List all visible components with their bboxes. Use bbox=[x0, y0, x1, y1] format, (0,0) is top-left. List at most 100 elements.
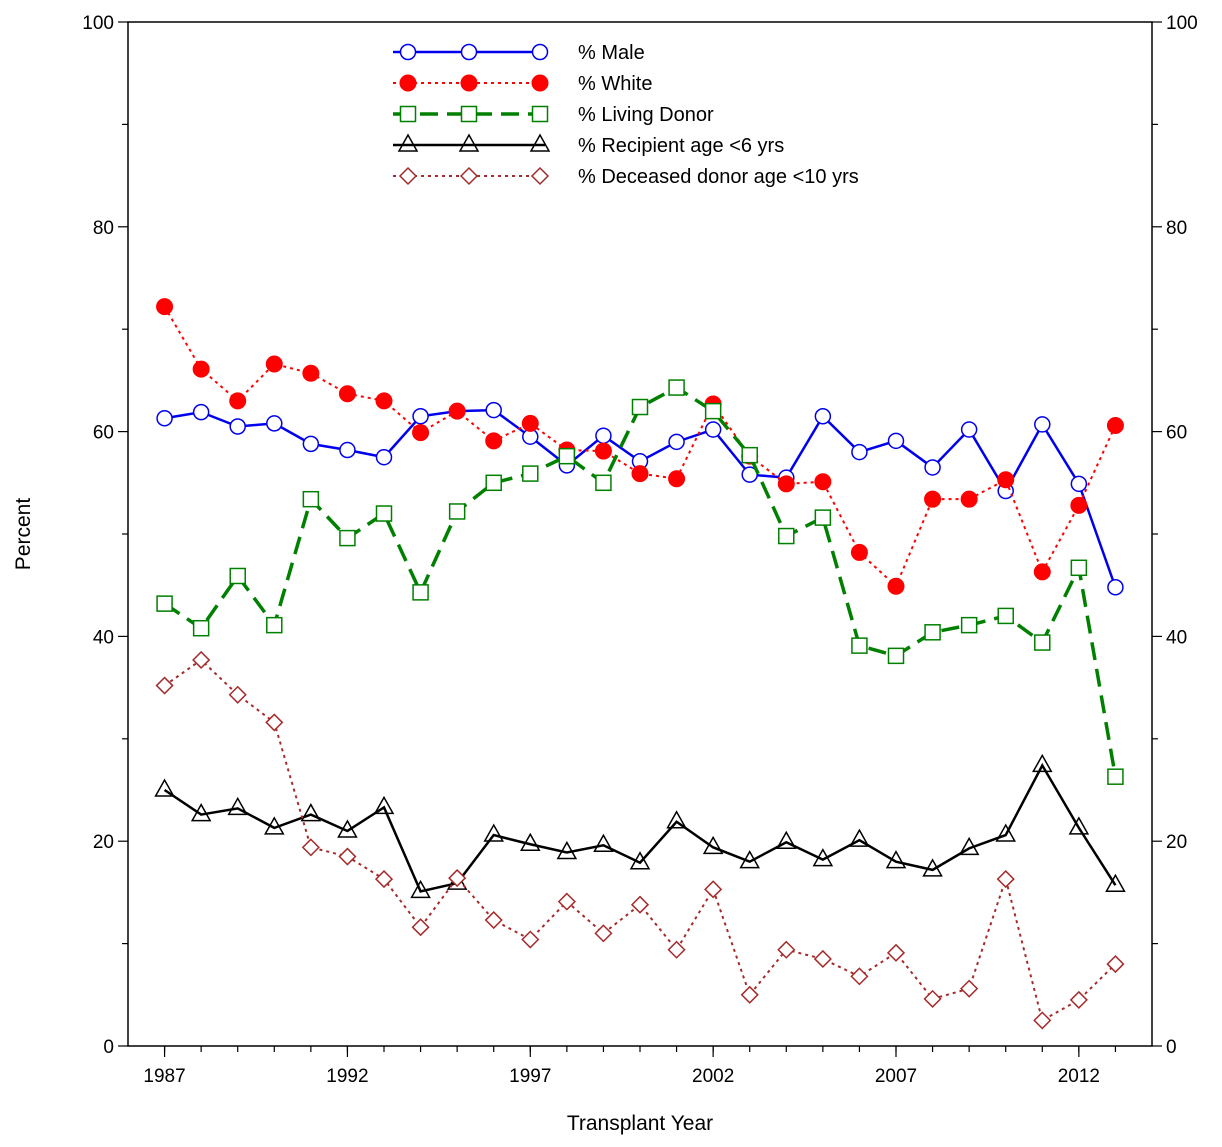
x-tick-label: 1997 bbox=[509, 1066, 551, 1087]
data-point bbox=[777, 940, 796, 959]
y-tick-label-left: 20 bbox=[93, 832, 114, 853]
data-point bbox=[374, 870, 394, 889]
data-point bbox=[960, 421, 978, 438]
data-point bbox=[521, 414, 539, 432]
data-point bbox=[458, 133, 480, 152]
data-point bbox=[460, 74, 478, 92]
data-point bbox=[375, 505, 393, 522]
y-tick-label-left: 60 bbox=[93, 423, 114, 444]
data-point bbox=[1105, 873, 1126, 892]
data-point bbox=[399, 105, 417, 123]
data-point bbox=[412, 407, 429, 425]
data-point bbox=[375, 392, 393, 410]
legend-label: % Deceased donor age <10 yrs bbox=[578, 166, 859, 188]
data-point bbox=[887, 577, 905, 595]
data-point bbox=[1107, 578, 1124, 596]
data-point bbox=[1033, 1011, 1052, 1030]
data-point bbox=[960, 979, 979, 998]
data-point bbox=[997, 607, 1014, 625]
data-point bbox=[459, 166, 479, 186]
data-point bbox=[192, 360, 210, 378]
data-point bbox=[1070, 496, 1088, 514]
data-point bbox=[1034, 416, 1051, 433]
data-point bbox=[740, 985, 759, 1004]
data-point bbox=[886, 943, 906, 962]
x-axis-title: Transplant Year bbox=[567, 1112, 713, 1135]
data-point bbox=[741, 446, 758, 464]
data-point bbox=[739, 850, 760, 869]
series-layer bbox=[154, 298, 1126, 1030]
data-point bbox=[631, 398, 649, 416]
data-point bbox=[629, 851, 651, 870]
y-axis-left: 0 20 40 60 80 100 bbox=[82, 13, 128, 1058]
legend-label: % Living Donor bbox=[578, 104, 714, 126]
y-tick-label-left: 40 bbox=[93, 627, 114, 648]
data-point bbox=[702, 835, 724, 855]
data-point bbox=[704, 402, 722, 420]
data-point bbox=[484, 910, 503, 930]
series-5 bbox=[155, 650, 1125, 1030]
data-point bbox=[1069, 990, 1088, 1009]
data-point bbox=[557, 892, 576, 911]
data-point bbox=[192, 650, 211, 670]
data-point bbox=[448, 869, 467, 888]
y-tick-label-right: 100 bbox=[1166, 13, 1198, 34]
data-point bbox=[594, 442, 612, 460]
data-point bbox=[887, 432, 905, 450]
data-point bbox=[339, 441, 356, 459]
data-point bbox=[156, 595, 173, 612]
data-point bbox=[155, 676, 174, 695]
x-tick-label: 1992 bbox=[326, 1066, 368, 1087]
data-point bbox=[339, 529, 356, 547]
data-point bbox=[266, 415, 283, 432]
data-point bbox=[631, 465, 649, 483]
data-point bbox=[1070, 475, 1088, 493]
data-point bbox=[812, 848, 834, 867]
y-axis-right: 0 20 40 60 80 100 bbox=[1152, 13, 1198, 1058]
data-point bbox=[229, 392, 247, 410]
y-tick-label-right: 40 bbox=[1166, 627, 1187, 648]
data-point bbox=[1106, 416, 1124, 434]
data-point bbox=[266, 616, 283, 634]
data-point bbox=[851, 443, 868, 461]
data-point bbox=[485, 432, 503, 450]
data-point bbox=[595, 427, 612, 444]
data-point bbox=[704, 880, 723, 899]
data-point bbox=[397, 133, 419, 152]
series-1 bbox=[156, 401, 1124, 596]
data-point bbox=[1070, 559, 1088, 577]
data-point bbox=[229, 567, 246, 585]
series-line bbox=[163, 658, 1117, 1022]
data-point bbox=[813, 949, 832, 969]
data-point bbox=[531, 105, 549, 123]
data-point bbox=[521, 930, 540, 949]
data-point bbox=[924, 490, 942, 508]
y-tick-label-left: 100 bbox=[82, 13, 114, 34]
y-tick-label-right: 60 bbox=[1166, 423, 1187, 444]
data-point bbox=[594, 924, 613, 943]
data-point bbox=[1034, 634, 1051, 651]
y-tick-label-left: 0 bbox=[103, 1037, 114, 1058]
data-point bbox=[410, 879, 431, 899]
legend-item: % Male bbox=[393, 42, 645, 64]
series-line bbox=[163, 762, 1117, 893]
data-point bbox=[192, 619, 210, 637]
data-point bbox=[483, 823, 504, 842]
data-point bbox=[1032, 753, 1053, 773]
data-point bbox=[411, 918, 430, 937]
x-tick-label: 2007 bbox=[875, 1066, 917, 1087]
series-line bbox=[163, 306, 1117, 588]
y-axis-title: Percent bbox=[12, 498, 35, 571]
data-point bbox=[398, 166, 418, 186]
data-point bbox=[667, 940, 686, 959]
data-point bbox=[460, 43, 478, 61]
data-point bbox=[154, 778, 175, 797]
data-point bbox=[741, 466, 758, 483]
data-point bbox=[960, 616, 978, 634]
data-point bbox=[558, 447, 576, 465]
data-point bbox=[265, 713, 284, 732]
y-tick-label-right: 0 bbox=[1166, 1037, 1177, 1058]
series-4 bbox=[154, 753, 1126, 899]
